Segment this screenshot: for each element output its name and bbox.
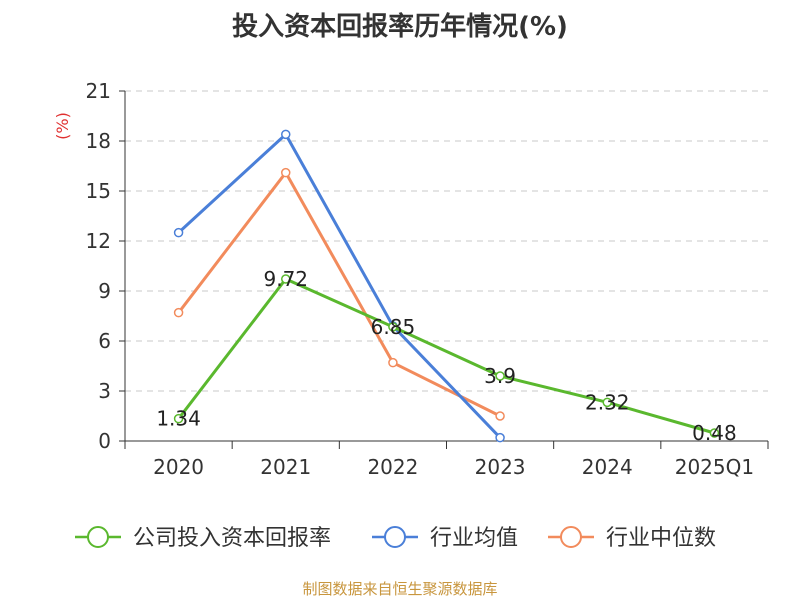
series-line-1: [177, 132, 502, 439]
x-tick-label: 2022: [367, 455, 418, 479]
chart-title: 投入资本回报率历年情况(%): [232, 12, 568, 42]
y-axis-label: (%): [53, 112, 72, 140]
x-tick-label: 2021: [260, 455, 311, 479]
series-line-0: [177, 277, 715, 435]
legend-marker: [384, 526, 406, 548]
data-point: [281, 129, 291, 140]
data-label: 6.85: [371, 315, 416, 339]
y-tick-label: 9: [98, 279, 111, 303]
y-tick-label: 12: [86, 229, 111, 253]
data-point: [495, 371, 505, 381]
legend-marker: [560, 526, 582, 548]
data-point: [388, 357, 398, 368]
legend-label: 行业均值: [430, 526, 518, 551]
data-point: [281, 274, 291, 284]
y-tick-label: 21: [86, 79, 111, 103]
x-tick-label: 2025Q1: [675, 455, 754, 479]
data-label: 3.9: [484, 364, 516, 388]
legend-marker: [87, 526, 109, 548]
legend-label: 行业中位数: [606, 526, 716, 551]
data-point: [709, 428, 720, 438]
data-label: 0.48: [692, 421, 737, 445]
source-note: 制图数据来自恒生聚源数据库: [302, 580, 498, 598]
data-point: [602, 397, 612, 408]
data-point: [173, 307, 184, 318]
data-point: [388, 322, 398, 332]
x-tick-label: 2020: [153, 455, 204, 479]
legend-label: 公司投入资本回报率: [133, 526, 331, 551]
data-label: 2.32: [585, 390, 630, 414]
data-point: [173, 227, 184, 238]
series-line-2: [177, 171, 501, 418]
data-label: 9.72: [263, 267, 308, 291]
y-tick-label: 15: [86, 179, 111, 203]
x-tick-label: 2023: [475, 455, 526, 479]
y-tick-label: 0: [98, 429, 111, 453]
data-point: [495, 411, 505, 421]
y-tick-label: 18: [86, 129, 111, 153]
data-point: [495, 432, 505, 443]
y-tick-label: 6: [98, 329, 111, 353]
data-point: [173, 413, 184, 424]
data-point: [281, 167, 291, 178]
y-tick-label: 3: [98, 379, 111, 403]
x-tick-label: 2024: [582, 455, 633, 479]
data-label: 1.34: [156, 407, 201, 431]
